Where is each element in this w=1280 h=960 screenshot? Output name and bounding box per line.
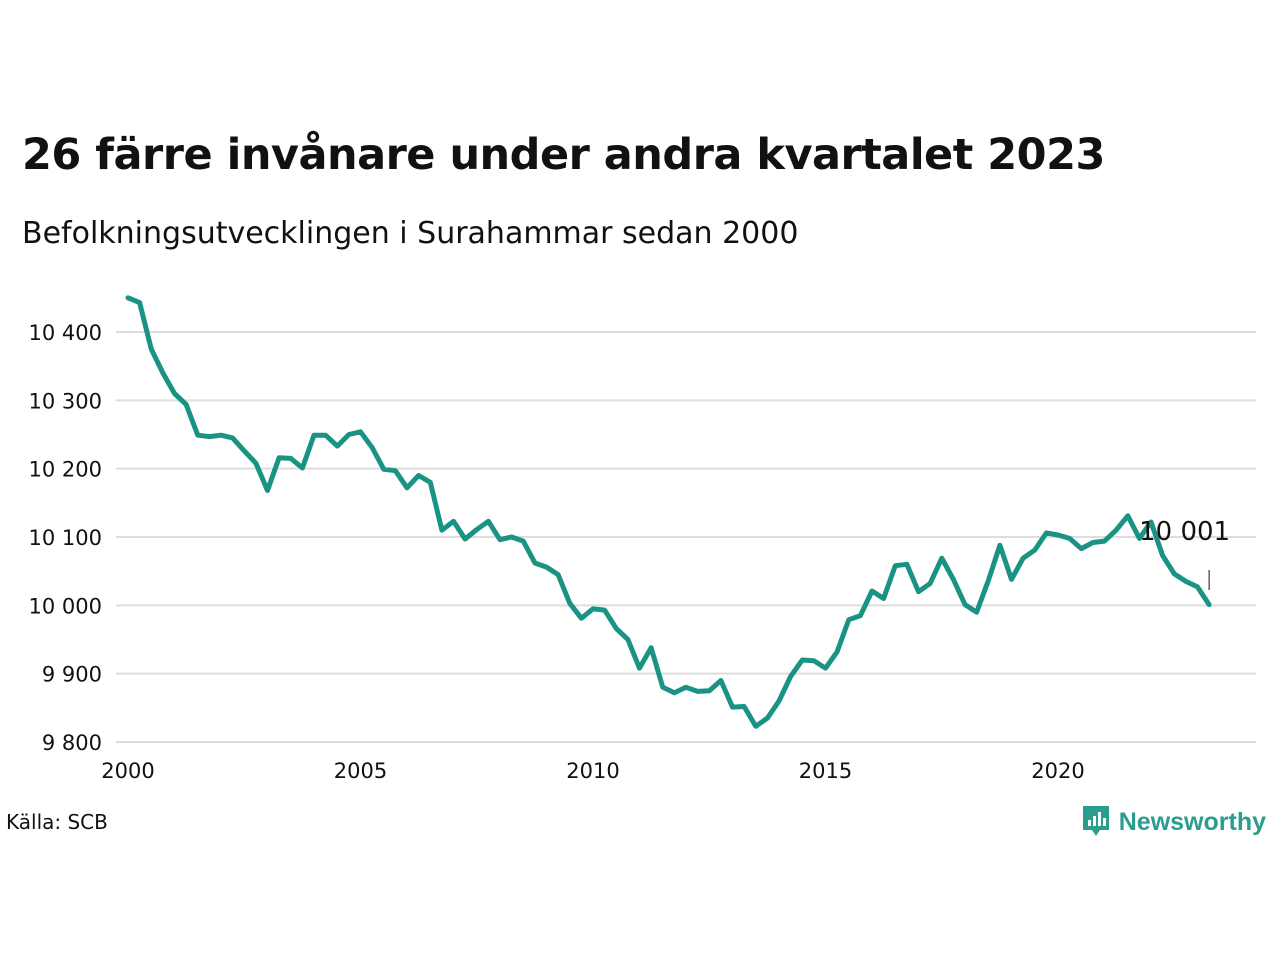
y-tick-label: 10 400 [29,321,102,345]
y-tick-label: 10 200 [29,458,102,482]
x-axis-ticks: 2000 2005 2010 2015 2020 [101,759,1084,783]
y-tick-label: 9 800 [42,731,102,755]
series-line [128,298,1209,727]
end-value-label: 10 001 [1139,517,1230,547]
x-tick-label: 2015 [799,759,852,783]
y-axis-ticks: 9 800 9 900 10 000 10 100 10 200 10 300 10 400 [29,321,102,755]
source-note: Källa: SCB [6,810,108,834]
brand-logo[interactable]: Newsworthy [1081,804,1266,840]
x-tick-label: 2005 [334,759,387,783]
x-tick-label: 2010 [566,759,619,783]
series-group [128,298,1209,727]
x-tick-label: 2020 [1031,759,1084,783]
y-tick-label: 9 900 [42,663,102,687]
y-tick-label: 10 100 [29,526,102,550]
x-tick-label: 2000 [101,759,154,783]
gridlines [116,332,1256,742]
newsworthy-logo-icon [1081,804,1111,840]
y-tick-label: 10 300 [29,389,102,413]
brand-name: Newsworthy [1119,808,1266,837]
y-tick-label: 10 000 [29,594,102,618]
